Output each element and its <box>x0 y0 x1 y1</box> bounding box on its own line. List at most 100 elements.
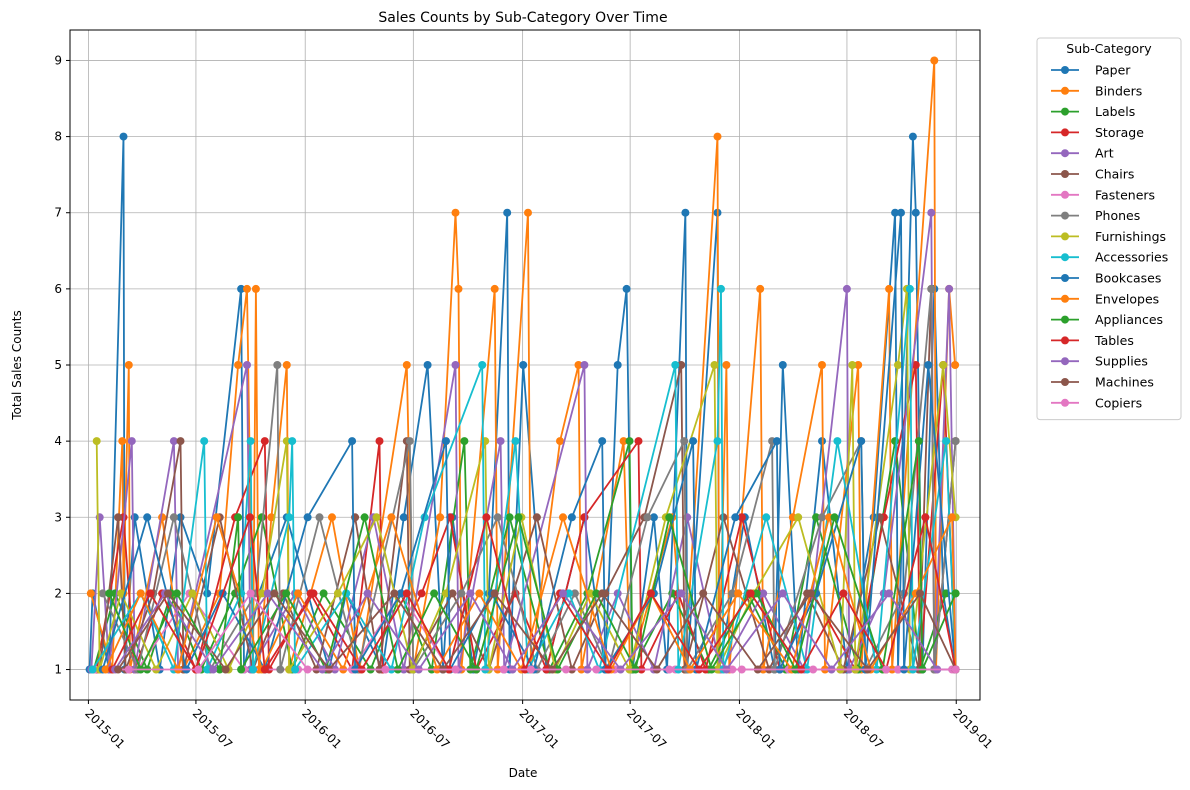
data-point <box>118 437 127 446</box>
data-point <box>402 589 411 598</box>
x-tick-label: 2018-07 <box>841 706 886 751</box>
data-point <box>448 589 457 598</box>
y-tick-label: 6 <box>54 282 62 296</box>
data-point <box>818 361 826 369</box>
data-point <box>176 437 185 446</box>
data-point <box>101 665 110 674</box>
data-point <box>475 589 484 598</box>
data-point <box>249 665 257 674</box>
legend-item: Fasteners <box>1051 187 1155 202</box>
series-line <box>114 592 956 671</box>
legend-label: Accessories <box>1095 250 1168 265</box>
data-point <box>260 437 269 446</box>
data-point <box>927 208 936 217</box>
data-point <box>942 437 951 446</box>
data-point <box>927 284 936 293</box>
data-point <box>524 208 532 217</box>
data-point <box>285 665 294 674</box>
data-point <box>710 361 719 369</box>
data-point <box>598 437 607 446</box>
data-point <box>778 589 787 598</box>
data-point <box>842 284 851 293</box>
data-point <box>908 132 917 141</box>
legend-item: Binders <box>1051 83 1142 98</box>
y-axis-label: Total Sales Counts <box>10 310 24 420</box>
data-point <box>246 437 255 446</box>
x-tick-label: 2015-07 <box>190 706 235 751</box>
data-point <box>402 361 411 369</box>
legend-swatch-marker <box>1061 86 1069 95</box>
data-point <box>914 437 923 446</box>
x-axis-label: Date <box>509 766 538 780</box>
data-point <box>574 361 583 369</box>
data-point <box>951 665 960 674</box>
legend-item: Copiers <box>1051 395 1142 410</box>
legend-label: Art <box>1095 146 1114 161</box>
data-point <box>276 665 285 674</box>
legend-swatch-marker <box>1061 170 1069 178</box>
data-point <box>772 437 781 446</box>
data-point <box>671 361 680 369</box>
data-point <box>423 361 432 369</box>
data-point <box>263 589 272 598</box>
data-point <box>381 665 390 674</box>
data-point <box>315 513 324 522</box>
data-point <box>86 589 95 598</box>
data-point <box>237 284 246 293</box>
data-point <box>188 589 197 598</box>
legend-swatch-marker <box>1061 211 1069 220</box>
legend-item: Paper <box>1051 63 1131 78</box>
x-tick-label: 2016-07 <box>407 706 452 751</box>
data-point <box>680 437 689 446</box>
data-point <box>565 589 573 598</box>
data-point <box>319 589 328 598</box>
data-point <box>390 589 399 598</box>
data-point <box>806 589 815 598</box>
legend-item: Chairs <box>1051 167 1134 182</box>
data-point <box>105 589 114 598</box>
y-tick-label: 1 <box>54 663 62 677</box>
data-point <box>348 437 357 446</box>
data-point <box>891 208 900 217</box>
data-point <box>372 513 381 522</box>
data-point <box>169 513 178 522</box>
data-point <box>117 589 126 598</box>
data-point <box>897 208 905 217</box>
data-point <box>294 589 303 598</box>
data-point <box>649 513 658 522</box>
data-point <box>818 513 826 522</box>
x-tick-label: 2017-07 <box>624 706 669 751</box>
legend-swatch-marker <box>1061 315 1069 324</box>
data-point <box>681 208 690 217</box>
data-point <box>460 437 469 446</box>
data-point <box>699 589 708 598</box>
data-point <box>490 284 499 293</box>
legend-item: Labels <box>1051 104 1135 119</box>
data-point <box>939 361 948 369</box>
data-point <box>854 361 863 369</box>
data-point <box>328 513 336 522</box>
data-point <box>92 437 101 446</box>
data-point <box>728 589 737 598</box>
data-point <box>592 665 601 674</box>
data-point <box>143 513 152 522</box>
x-tick-label: 2015-01 <box>82 706 127 751</box>
data-point <box>169 437 178 446</box>
data-point <box>127 437 136 446</box>
data-point <box>246 589 255 598</box>
data-point <box>731 513 740 522</box>
data-point <box>812 513 821 522</box>
data-point <box>625 437 634 446</box>
data-point <box>417 589 426 598</box>
legend-label: Chairs <box>1095 167 1134 182</box>
legend: Sub-Category Paper Binders Labels Storage Ar… <box>1036 37 1182 421</box>
data-point <box>405 437 414 446</box>
data-point <box>257 589 266 598</box>
legend-label: Envelopes <box>1095 291 1159 306</box>
data-point <box>399 513 408 522</box>
legend-swatch-marker <box>1061 378 1069 386</box>
legend-swatch-marker <box>1061 357 1069 366</box>
legend-item: Furnishings <box>1051 229 1166 244</box>
legend-label: Furnishings <box>1095 229 1166 244</box>
data-point <box>722 361 731 369</box>
